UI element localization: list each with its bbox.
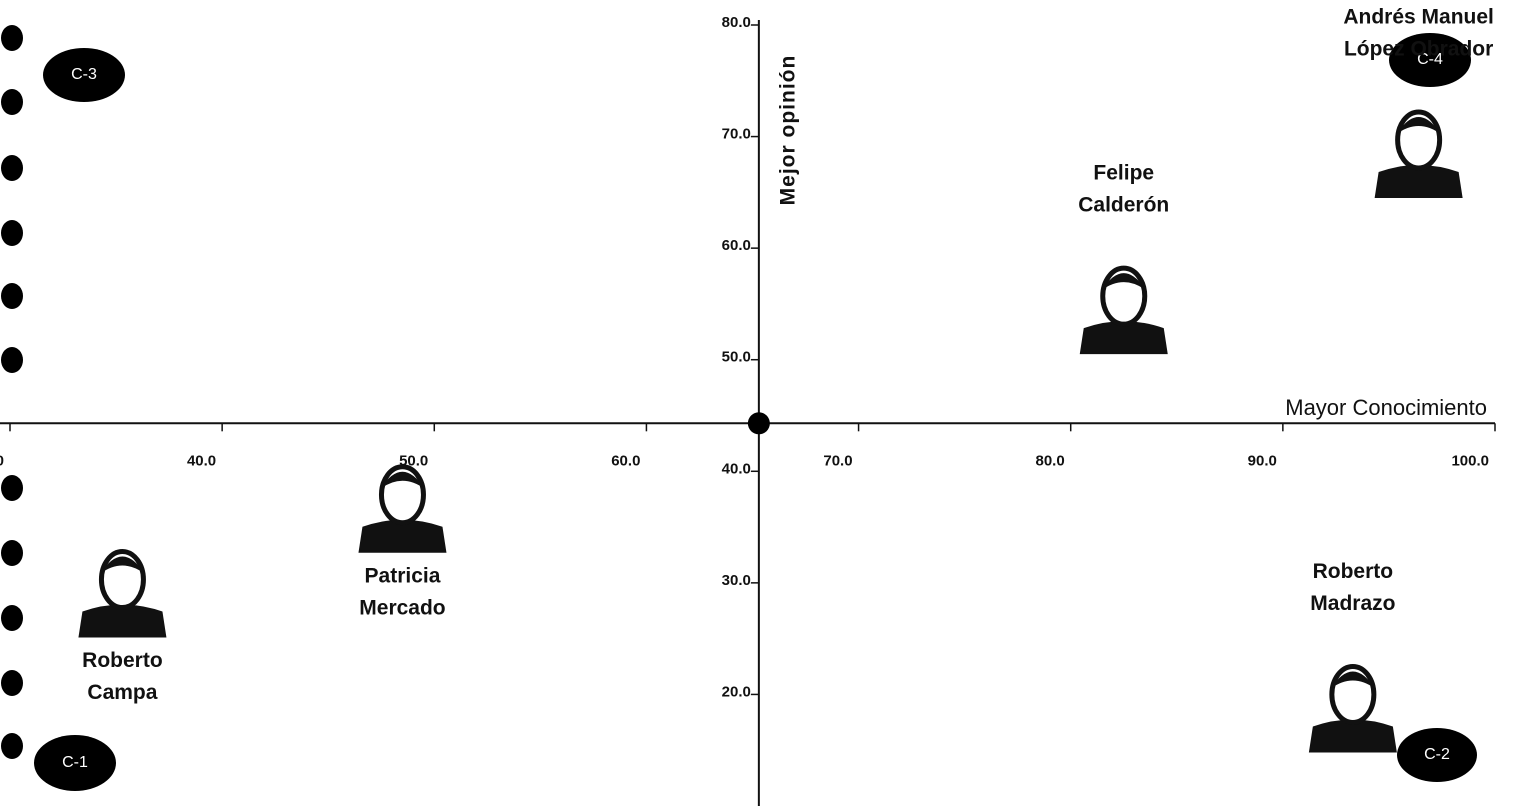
quadrant-label: C-1 bbox=[62, 754, 88, 771]
candidate-portrait bbox=[78, 549, 167, 638]
quadrant-label: C-2 bbox=[1424, 746, 1450, 763]
candidate-name: Roberto bbox=[82, 649, 163, 672]
x-tick-label: 30.0 bbox=[0, 452, 4, 469]
candidate-portrait bbox=[1374, 109, 1463, 198]
candidate-name: Roberto bbox=[1313, 560, 1394, 583]
y-tick-label: 20.0 bbox=[722, 683, 751, 700]
candidate-portrait bbox=[1308, 663, 1397, 753]
y-tick-label: 50.0 bbox=[722, 349, 751, 366]
y-tick-label: 70.0 bbox=[722, 126, 751, 143]
candidate-name: Andrés Manuel bbox=[1343, 6, 1494, 29]
candidate-name: Calderón bbox=[1078, 194, 1169, 217]
candidate-name: Campa bbox=[87, 681, 157, 704]
portrait-body bbox=[1308, 719, 1397, 753]
quadrant-badge bbox=[34, 735, 116, 791]
origin-dot bbox=[747, 412, 770, 435]
quadrant-label: C-4 bbox=[1417, 51, 1443, 68]
y-tick-label: 40.0 bbox=[722, 460, 751, 477]
x-tick-label: 60.0 bbox=[611, 452, 640, 469]
y-tick-label: 30.0 bbox=[722, 572, 751, 589]
x-tick-label: 40.0 bbox=[187, 452, 216, 469]
x-tick-label: 90.0 bbox=[1248, 452, 1277, 469]
candidate-name: Patricia bbox=[365, 564, 441, 587]
quadrant-badge bbox=[1389, 33, 1471, 87]
portrait-hair bbox=[1101, 273, 1146, 291]
candidate-name: Felipe bbox=[1093, 162, 1154, 185]
candidate-name: López Obrador bbox=[1344, 38, 1493, 61]
candidate-name: Madrazo bbox=[1310, 592, 1395, 615]
quadrant-label: C-3 bbox=[71, 66, 97, 83]
x-axis-title: Mayor Conocimiento bbox=[1285, 395, 1487, 420]
candidate-portrait bbox=[358, 464, 447, 553]
portrait-hair bbox=[380, 471, 425, 489]
portrait-body bbox=[78, 604, 167, 638]
binding-holes bbox=[1, 25, 23, 759]
candidate-name: Mercado bbox=[359, 596, 445, 619]
portrait-body bbox=[358, 519, 447, 553]
x-tick-label: 100.0 bbox=[1451, 452, 1489, 469]
portrait-body bbox=[1079, 321, 1168, 355]
y-tick-label: 80.0 bbox=[722, 14, 751, 31]
portrait-hair bbox=[100, 556, 145, 574]
y-axis-title: Mejor opinión bbox=[776, 55, 799, 206]
candidate-portrait bbox=[1079, 265, 1168, 355]
y-tick-label: 60.0 bbox=[722, 237, 751, 254]
x-tick-label: 70.0 bbox=[823, 452, 852, 469]
portrait-hair bbox=[1396, 116, 1441, 134]
portrait-body bbox=[1374, 164, 1463, 198]
quadrant-badge bbox=[1397, 728, 1477, 782]
quadrant-badge bbox=[43, 48, 125, 102]
x-tick-label: 80.0 bbox=[1036, 452, 1065, 469]
portrait-hair bbox=[1330, 671, 1375, 689]
